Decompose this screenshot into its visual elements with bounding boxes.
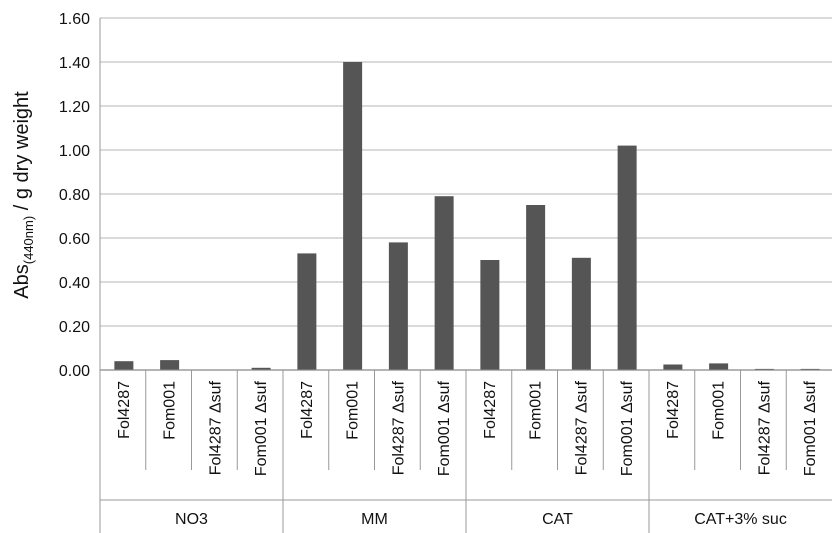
- x-category-label: Fom001 Δsuf: [619, 380, 636, 476]
- bar: [297, 253, 317, 370]
- bars: [114, 62, 820, 370]
- y-tick-label: 1.40: [59, 55, 90, 72]
- x-category-label: Fol4287 Δsuf: [390, 380, 407, 475]
- y-axis-label-rest: / g dry weight: [11, 91, 33, 216]
- y-axis-label-main: Abs: [11, 264, 33, 298]
- x-category-label: Fol4287: [665, 381, 682, 439]
- x-category-label: Fom001: [345, 381, 362, 440]
- y-tick-label: 0.40: [59, 275, 90, 292]
- bar: [251, 367, 271, 370]
- bar: [526, 205, 546, 370]
- x-category-label: Fom001: [528, 381, 545, 440]
- y-tick-label: 1.20: [59, 99, 90, 116]
- x-category-label: Fol4287 Δsuf: [207, 380, 224, 475]
- bar: [388, 242, 408, 370]
- bar: [571, 257, 591, 370]
- x-category-label: Fol4287: [299, 381, 316, 439]
- x-group-label: NO3: [175, 511, 208, 528]
- bar: [617, 145, 637, 370]
- x-category-label: Fol4287 Δsuf: [573, 380, 590, 475]
- y-tick-label: 0.00: [59, 363, 90, 380]
- x-category-label: Fom001 Δsuf: [802, 380, 819, 476]
- y-tick-label: 0.80: [59, 187, 90, 204]
- bar: [343, 62, 363, 370]
- x-category-label: Fol4287: [482, 381, 499, 439]
- x-group-label: CAT: [542, 511, 573, 528]
- x-axis-labels: Fol4287 Fom001 Fol4287 Δsuf Fom001 Δsuf Fol4…: [116, 380, 819, 528]
- y-axis-label-subscript: (440nm): [21, 216, 36, 264]
- y-tick-label: 0.20: [59, 319, 90, 336]
- bar: [709, 363, 729, 370]
- x-category-label: Fom001: [162, 381, 179, 440]
- x-category-label: Fom001 Δsuf: [253, 380, 270, 476]
- x-category-label: Fom001: [711, 381, 728, 440]
- y-tick-label: 0.60: [59, 231, 90, 248]
- bar: [160, 360, 180, 370]
- x-category-label: Fom001 Δsuf: [436, 380, 453, 476]
- bar: [434, 196, 454, 370]
- x-group-label: CAT+3% suc: [694, 511, 787, 528]
- gridlines: [100, 17, 832, 371]
- bar: [480, 260, 500, 370]
- y-axis-tick-labels: 0.00 0.20 0.40 0.60 0.80 1.00 1.20 1.40 1.60: [59, 11, 90, 380]
- x-category-label: Fol4287 Δsuf: [756, 380, 773, 475]
- bar: [663, 364, 683, 370]
- x-group-label: MM: [361, 511, 388, 528]
- y-tick-label: 1.00: [59, 143, 90, 160]
- axes: [99, 18, 832, 533]
- y-axis-label: Abs(440nm) / g dry weight: [11, 91, 36, 299]
- bar: [114, 361, 134, 370]
- y-tick-label: 1.60: [59, 11, 90, 28]
- x-category-label: Fol4287: [116, 381, 133, 439]
